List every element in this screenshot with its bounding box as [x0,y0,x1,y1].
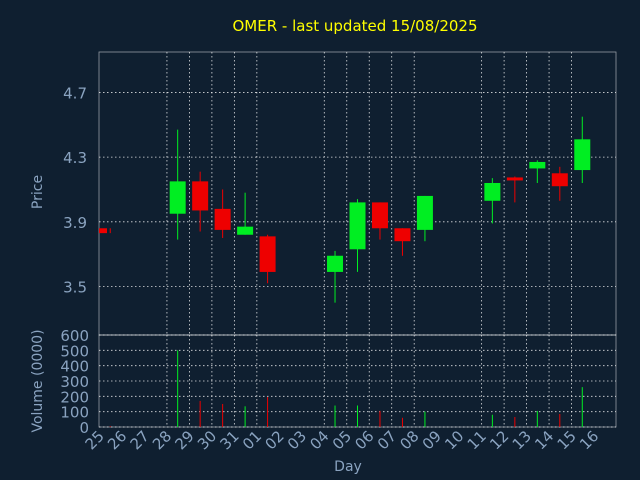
x-axis-ticks: 2526272829303101020304050607080910111213… [82,427,603,453]
candlestick-30 [214,189,231,238]
candle-body [529,161,546,169]
candlestick-04 [327,250,344,303]
candlestick-01 [259,234,276,284]
volume-tick-label: 400 [60,358,89,376]
candlestick-14 [551,166,568,201]
price-tick-label: 3.9 [63,214,87,232]
candlestick-28 [169,129,186,240]
candle-body [237,226,254,235]
candle-body [551,173,568,187]
price-axis-label: Price [30,175,46,209]
day-axis-label: Day [334,459,362,475]
x-tick-label: 16 [576,427,602,453]
candlestick-15 [574,116,591,183]
volume-tick-label: 100 [60,404,89,422]
candle-body [506,177,523,181]
candle-body [214,208,231,230]
candlestick-11 [484,178,501,224]
candlestick-12 [506,176,523,203]
candle-body [259,236,276,272]
candle-body [99,228,107,234]
chart-title: OMER - last updated 15/08/2025 [232,17,477,35]
candlestick-29 [192,171,209,232]
candle-body [574,139,591,171]
candle-body [327,255,344,272]
volume-tick-label: 0 [79,419,89,437]
candlestick-06 [371,202,388,240]
price-panel: 3.5 3.9 4.3 4.7 [63,51,617,336]
candle-body [349,202,366,250]
candle-body [169,181,186,214]
candle-body [484,182,501,201]
candlestick-31 [237,192,254,235]
candle-body [394,228,411,242]
price-tick-label: 4.3 [63,149,87,167]
volume-axis-label: Volume (0000) [30,329,46,432]
volume-tick-label: 200 [60,388,89,406]
candlestick-08 [416,195,433,242]
price-tick-label: 4.7 [63,84,87,102]
candlestick-25 [99,228,111,234]
candlestick-05 [349,199,366,272]
volume-tick-label: 500 [60,342,89,360]
candlestick-13 [529,160,546,183]
candle-body [371,202,388,229]
candle-body [192,181,209,211]
candle-body [416,195,433,230]
candlestick-07 [394,228,411,256]
price-tick-label: 3.5 [63,278,87,296]
volume-tick-label: 300 [60,373,89,391]
volume-tick-label: 600 [60,327,89,345]
